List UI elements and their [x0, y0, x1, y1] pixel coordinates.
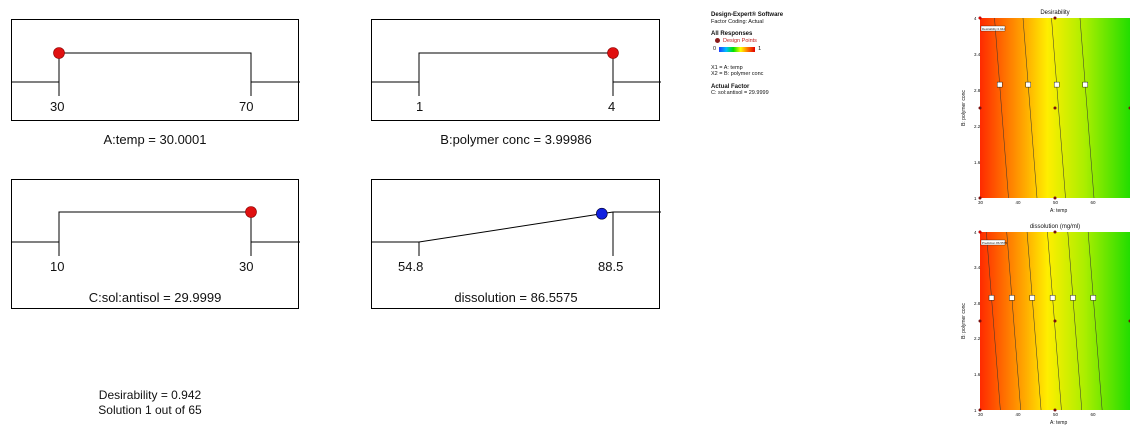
x-tick-label: 40 [1016, 200, 1021, 205]
contour-label-box [989, 295, 994, 300]
ramp-polymer [371, 19, 660, 121]
y-tick-label: 1 [974, 196, 977, 201]
contour-label-box [1083, 82, 1088, 87]
y-tick-label: 1.6 [974, 372, 980, 377]
all-responses-title: All Responses [711, 31, 752, 37]
ramp-setting-dot [54, 48, 65, 59]
ramp-temp-low: 30 [50, 99, 64, 114]
ramp-line [372, 53, 661, 82]
y-tick-label: 2.2 [974, 336, 980, 341]
contour-label-box [997, 82, 1002, 87]
x-tick-label: 60 [1091, 412, 1096, 417]
contour-label-box [1091, 295, 1096, 300]
solution-summary: Desirability = 0.942 Solution 1 out of 6… [60, 388, 240, 418]
y-tick-label: 2.8 [974, 301, 980, 306]
y-tick-label: 2.8 [974, 88, 980, 93]
x-axis-label: A: temp [1050, 420, 1067, 426]
ramp-polymer-caption: B:polymer conc = 3.99986 [371, 132, 661, 147]
prediction-flag-point [979, 231, 982, 234]
design-point [979, 107, 982, 110]
x-tick-label: 30 [978, 412, 983, 417]
solution-count: Solution 1 out of 65 [60, 403, 240, 418]
prediction-flag-label: Desirability 0.942 [982, 27, 1005, 31]
design-points-label: Design Points [723, 38, 757, 45]
ramp-polymer-low: 1 [416, 99, 423, 114]
x-axis-label: A: temp [1050, 208, 1067, 214]
contour-title: dissolution (mg/ml) [980, 224, 1130, 230]
actual-factor-title: Actual Factor [711, 84, 749, 90]
color-scale-bar [719, 47, 755, 52]
y-axis-label: B: polymer conc [961, 303, 967, 339]
y-tick-label: 1 [974, 408, 977, 413]
design-point [1054, 231, 1057, 234]
ramp-polymer-high: 4 [608, 99, 615, 114]
contour-label-box [1054, 82, 1059, 87]
x-tick-label: 30 [978, 200, 983, 205]
ramp-prediction-dot [596, 208, 607, 219]
contour-label-box [1070, 295, 1075, 300]
contour-svg [968, 222, 1130, 419]
ramp-line [372, 212, 661, 242]
scale-max: 1 [758, 46, 761, 53]
ramp-solantisol-low: 10 [50, 259, 64, 274]
contour-label-box [1050, 295, 1055, 300]
ramp-temp-caption: A:temp = 30.0001 [10, 132, 300, 147]
y-tick-label: 4 [974, 230, 977, 235]
x-tick-label: 60 [1091, 200, 1096, 205]
design-point [1054, 320, 1057, 323]
contour-label-box [1009, 295, 1014, 300]
y-tick-label: 4 [974, 16, 977, 21]
ramp-dissolution-caption: dissolution = 86.5575 [371, 290, 661, 305]
ramp-dissolution-low: 54.8 [398, 259, 423, 274]
ramp-line [12, 212, 300, 242]
prediction-flag-label: Prediction 86.5575 [982, 241, 1007, 245]
x-tick-label: 50 [1053, 412, 1058, 417]
design-point-icon [715, 38, 720, 43]
contour-label-box [1030, 295, 1035, 300]
x-tick-label: 40 [1016, 412, 1021, 417]
design-point [979, 320, 982, 323]
y-tick-label: 1.6 [974, 160, 980, 165]
ramp-setting-dot [607, 48, 618, 59]
design-point [1054, 17, 1057, 20]
contour-title: Desirability [980, 10, 1130, 16]
ramp-solantisol-caption: C:sol:antisol = 29.9999 [10, 290, 300, 305]
ramp-dissolution-high: 88.5 [598, 259, 623, 274]
y-tick-label: 3.4 [974, 52, 980, 57]
design-point [1054, 107, 1057, 110]
contour-svg [968, 8, 1130, 218]
scale-min: 0 [713, 46, 716, 53]
desirability-value: Desirability = 0.942 [60, 388, 240, 403]
ramp-temp-high: 70 [239, 99, 253, 114]
info-legend: Design-Expert® Software Factor Coding: A… [711, 12, 783, 97]
y-tick-label: 3.4 [974, 265, 980, 270]
contour-label-box [1026, 82, 1031, 87]
y-tick-label: 2.2 [974, 124, 980, 129]
y-axis-label: B: polymer conc [961, 90, 967, 126]
x-tick-label: 50 [1053, 200, 1058, 205]
actual-factor-value: C: sol:antisol = 29.9999 [711, 90, 783, 97]
ramp-solantisol-high: 30 [239, 259, 253, 274]
prediction-flag-point [979, 17, 982, 20]
software-name: Design-Expert® Software [711, 12, 783, 18]
ramp-setting-dot [245, 207, 256, 218]
